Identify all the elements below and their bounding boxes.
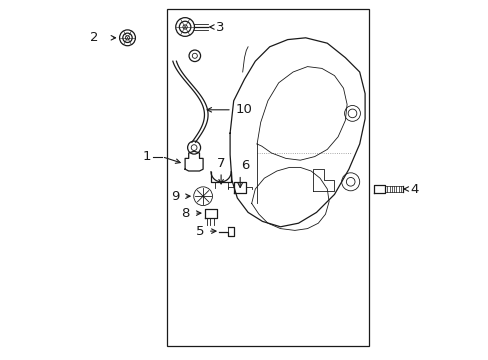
- Text: 1: 1: [142, 150, 151, 163]
- Text: 8: 8: [181, 207, 189, 220]
- Text: 3: 3: [215, 21, 224, 33]
- Text: 10: 10: [235, 103, 252, 116]
- Bar: [167, 9, 368, 346]
- Text: 9: 9: [171, 190, 179, 203]
- Text: 2: 2: [90, 31, 99, 44]
- Text: 5: 5: [195, 225, 204, 238]
- Text: 6: 6: [241, 159, 249, 172]
- Text: 7: 7: [216, 157, 225, 170]
- Text: 4: 4: [409, 183, 418, 195]
